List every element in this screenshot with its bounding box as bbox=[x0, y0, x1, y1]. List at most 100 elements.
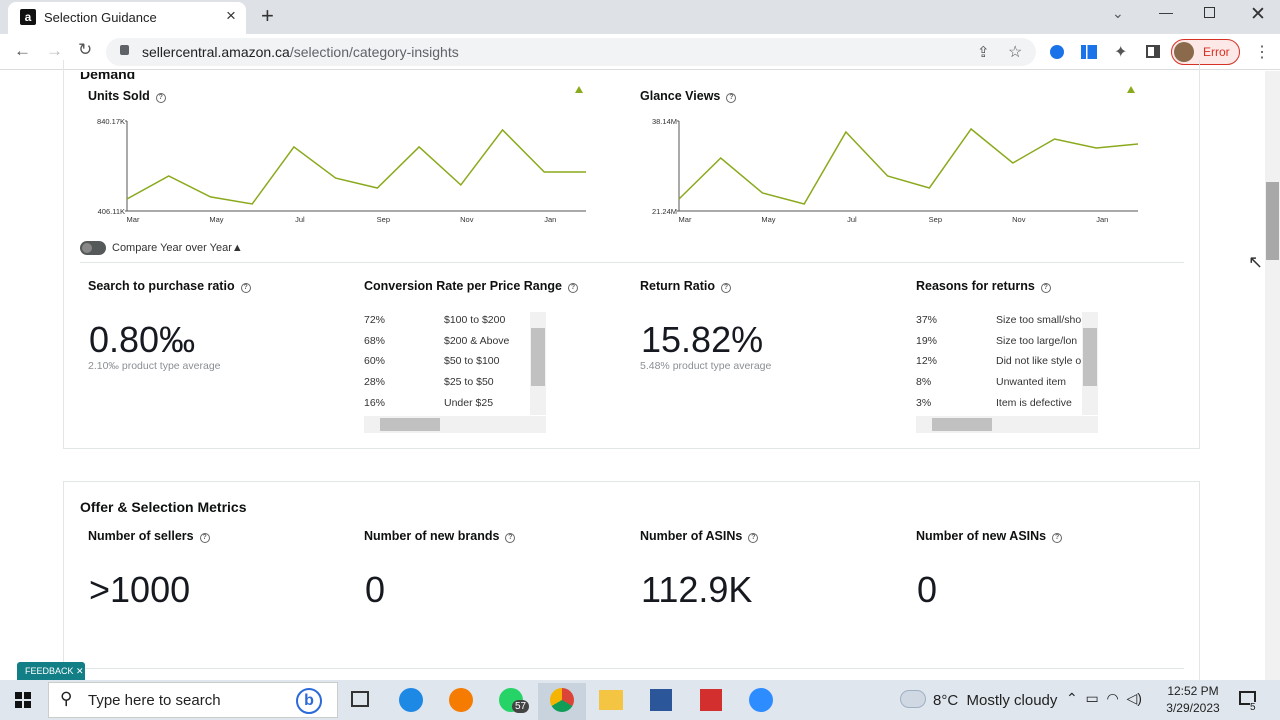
metric-value: 0 bbox=[365, 569, 386, 610]
url-host: sellercentral.amazon.ca bbox=[142, 44, 290, 60]
list-label: $25 to $50 bbox=[444, 376, 494, 389]
list-row: 28% $25 to $50 bbox=[364, 376, 530, 388]
close[interactable]: ✕ bbox=[1250, 4, 1266, 25]
badge: 57 bbox=[512, 700, 530, 713]
url: sellercentral.amazon.ca/selection/catego… bbox=[142, 44, 459, 60]
tab-close[interactable]: × bbox=[226, 6, 236, 25]
x-tick-label: Nov bbox=[1012, 215, 1026, 224]
scrollbar[interactable] bbox=[1265, 71, 1280, 680]
side-panel[interactable] bbox=[1146, 45, 1160, 58]
list-percent: 16% bbox=[364, 396, 386, 409]
metric-title: Number of ASINs? bbox=[640, 529, 759, 543]
tab[interactable] bbox=[8, 2, 246, 34]
weather-icon bbox=[900, 690, 926, 708]
y-tick-label: 840.17K bbox=[97, 117, 125, 126]
list-percent: 3% bbox=[916, 396, 932, 409]
list-percent: 37% bbox=[916, 314, 938, 326]
x-tick-label: Mar bbox=[679, 215, 692, 224]
list-label: $50 to $100 bbox=[444, 355, 500, 368]
bing[interactable]: b bbox=[296, 688, 322, 714]
share[interactable]: ⇪ bbox=[977, 44, 990, 61]
metric-title: Return Ratio? bbox=[640, 279, 731, 293]
chart-title: Glance Views? bbox=[640, 89, 737, 103]
reload[interactable]: ↻ bbox=[78, 40, 93, 59]
scroll-list[interactable]: 72% $100 to $200 68% $200 & Above 60% $50 to … bbox=[364, 312, 546, 433]
x-tick-label: Jul bbox=[295, 215, 305, 224]
metric-title: Number of new ASINs? bbox=[916, 529, 1063, 543]
tab-title: Selection Guidance bbox=[44, 10, 157, 25]
word[interactable] bbox=[650, 689, 672, 711]
list-row: 19% Size too large/lon bbox=[916, 335, 1082, 347]
list-label: Under $25 bbox=[444, 396, 494, 409]
metric-title-text: Number of new ASINs bbox=[916, 529, 1047, 543]
help-icon: ? bbox=[1052, 533, 1063, 543]
h-scroll-thumb bbox=[380, 418, 440, 431]
scroll-list[interactable]: 37% Size too small/sho 19% Size too large/l… bbox=[916, 312, 1098, 433]
notification-count: 5 bbox=[1250, 702, 1256, 713]
list-percent: 12% bbox=[916, 355, 938, 368]
metric-average: 5.48% product type average bbox=[640, 360, 772, 372]
section-heading: Offer & Selection Metrics bbox=[80, 499, 247, 515]
avatar bbox=[1174, 42, 1194, 62]
search-box[interactable] bbox=[48, 682, 338, 718]
extension[interactable] bbox=[1050, 45, 1064, 59]
scroll-thumb[interactable] bbox=[1266, 182, 1279, 260]
task-view[interactable] bbox=[351, 691, 369, 707]
notifications[interactable] bbox=[1239, 691, 1256, 705]
section-heading: Demand bbox=[80, 66, 136, 82]
metric-average: 2.10‰ product type average bbox=[88, 360, 221, 372]
toggle-label: Compare Year over Year▲ bbox=[112, 242, 243, 254]
line-chart: 406.11K 840.17K Mar May Jul Sep Nov Jan bbox=[97, 117, 586, 224]
metric-title: Reasons for returns? bbox=[916, 279, 1051, 293]
favicon: a bbox=[20, 9, 36, 25]
y-tick-label: 38.14M bbox=[652, 117, 677, 126]
help-icon: ? bbox=[199, 533, 210, 543]
firefox[interactable] bbox=[449, 688, 473, 712]
x-tick-label: May bbox=[209, 215, 223, 224]
trend-icon bbox=[1127, 86, 1135, 93]
new-tab[interactable]: + bbox=[261, 3, 274, 28]
metric-title: Search to purchase ratio? bbox=[88, 279, 251, 293]
metric-title: Conversion Rate per Price Range? bbox=[364, 279, 578, 293]
weather-temp: 8°C bbox=[933, 692, 959, 709]
search-placeholder: Type here to search bbox=[88, 692, 221, 709]
feedback-text: FEEDBACK bbox=[25, 666, 74, 676]
feedback[interactable]: FEEDBACK ✕ bbox=[17, 662, 85, 681]
zoom[interactable] bbox=[749, 688, 773, 712]
extensions[interactable]: ✦ bbox=[1114, 44, 1128, 61]
data-line bbox=[678, 127, 1139, 205]
omnibox[interactable] bbox=[106, 38, 1036, 66]
list-label: $100 to $200 bbox=[444, 314, 506, 326]
list-row: 3% Item is defective bbox=[916, 397, 1082, 409]
bookmark[interactable]: ☆ bbox=[1008, 44, 1023, 61]
acrobat[interactable] bbox=[700, 689, 722, 711]
minimize[interactable]: — bbox=[1159, 4, 1173, 20]
time: 12:52 PM bbox=[1167, 684, 1219, 698]
list-row: 37% Size too small/sho bbox=[916, 314, 1082, 326]
metric-value: 0 bbox=[917, 569, 938, 610]
forward[interactable]: → bbox=[46, 41, 63, 60]
start[interactable] bbox=[15, 692, 31, 708]
metric-title: Number of sellers? bbox=[88, 529, 210, 543]
metric-title-text: Conversion Rate per Price Range bbox=[364, 279, 562, 293]
tab-search[interactable]: ⌄ bbox=[1112, 5, 1124, 21]
toggle-label-text: Compare Year over Year bbox=[112, 242, 232, 254]
extension[interactable] bbox=[1081, 45, 1097, 59]
explorer[interactable] bbox=[599, 690, 623, 710]
metric-title-text: Search to purchase ratio bbox=[88, 279, 235, 293]
chart-title-text: Glance Views bbox=[640, 89, 721, 103]
back[interactable]: ← bbox=[14, 41, 31, 60]
edge[interactable] bbox=[399, 688, 423, 712]
chart-title: Units Sold? bbox=[88, 89, 166, 103]
metric-title-text: Reasons for returns bbox=[916, 279, 1035, 293]
list-label: Did not like style o bbox=[996, 355, 1082, 368]
line-chart: 21.24M 38.14M Mar May Jul Sep Nov Jan bbox=[652, 117, 1139, 224]
weather: 8°C Mostly cloudy bbox=[933, 692, 1057, 709]
menu[interactable]: ⋮ bbox=[1254, 44, 1270, 61]
cursor: ↖ bbox=[1248, 252, 1264, 272]
restore[interactable] bbox=[1204, 7, 1215, 18]
search-icon: ⚲ bbox=[60, 689, 73, 708]
list-percent: 60% bbox=[364, 355, 386, 368]
chrome[interactable] bbox=[550, 688, 574, 712]
